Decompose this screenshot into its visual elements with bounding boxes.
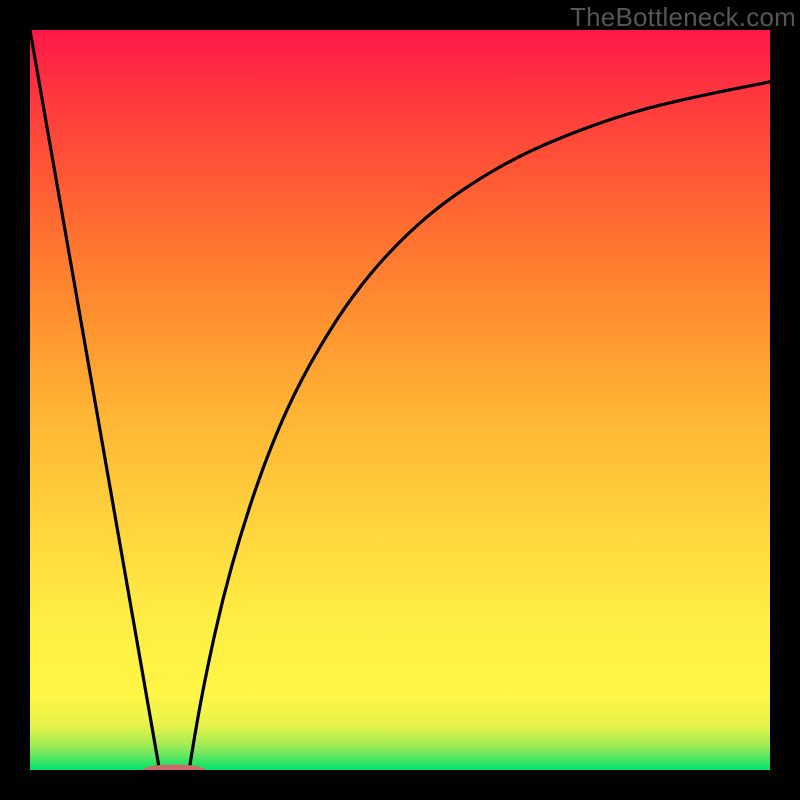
plot-area [30, 30, 770, 770]
watermark-text: TheBottleneck.com [570, 2, 796, 33]
chart-frame: TheBottleneck.com [0, 0, 800, 800]
chart-svg [30, 30, 770, 770]
